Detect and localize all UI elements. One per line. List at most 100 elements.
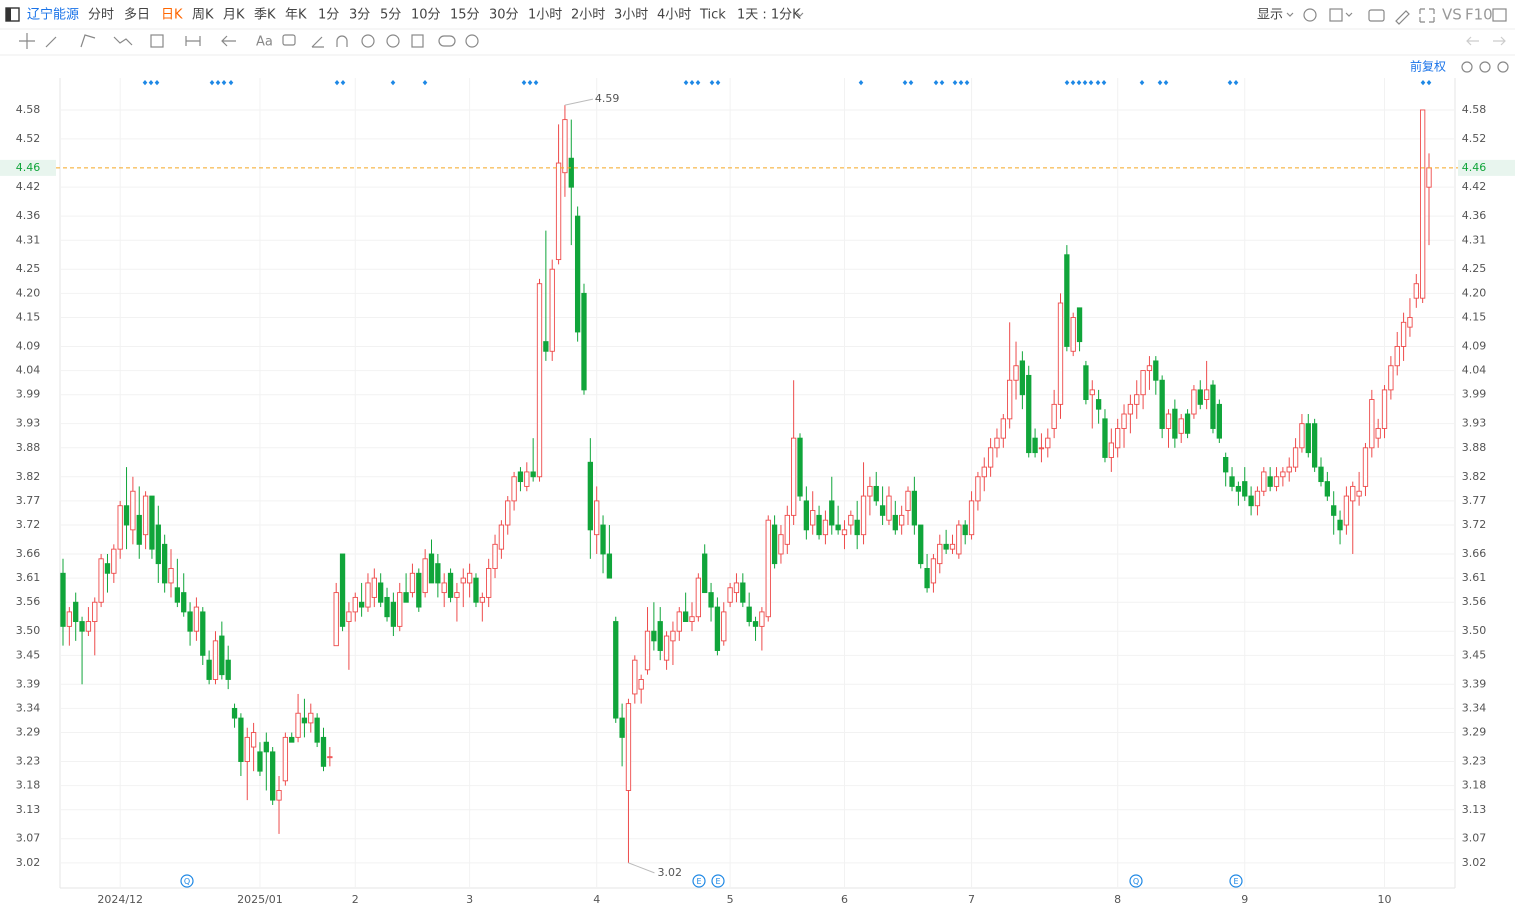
news-marker[interactable] — [1064, 80, 1070, 86]
news-marker[interactable] — [1082, 80, 1088, 86]
period-tab[interactable]: 日K — [161, 8, 183, 23]
news-marker[interactable] — [215, 80, 221, 86]
news-marker[interactable] — [154, 80, 160, 86]
period-tab[interactable]: 5分 — [380, 8, 401, 23]
ray-tool[interactable] — [80, 34, 96, 48]
news-marker[interactable] — [939, 80, 945, 86]
news-marker[interactable] — [1163, 80, 1169, 86]
stock-name[interactable]: 辽宁能源 — [27, 7, 79, 23]
period-tab[interactable]: 15分 — [450, 8, 480, 23]
layout-icon[interactable] — [1329, 8, 1343, 22]
period-tab[interactable]: 1小时 — [528, 8, 562, 23]
event-badge[interactable] — [692, 874, 706, 888]
zoom-out[interactable] — [1479, 61, 1491, 73]
x-tick-label: 3 — [466, 893, 473, 906]
period-tab[interactable]: 3小时 — [614, 8, 648, 23]
news-marker[interactable] — [683, 80, 689, 86]
news-marker[interactable] — [964, 80, 970, 86]
hide-tool[interactable] — [386, 34, 400, 48]
news-marker[interactable] — [533, 80, 539, 86]
panel-toggle[interactable] — [1492, 8, 1507, 22]
news-marker[interactable] — [1233, 80, 1239, 86]
display-menu[interactable]: 显示 — [1257, 8, 1283, 23]
interval-select[interactable]: 1天 : 1分K — [737, 8, 801, 23]
period-tab[interactable]: 多日 — [124, 7, 150, 23]
news-marker[interactable] — [221, 80, 227, 86]
news-marker[interactable] — [148, 80, 154, 86]
delete-tool[interactable] — [411, 34, 424, 48]
f10-button[interactable]: F10 — [1465, 6, 1493, 24]
news-marker[interactable] — [1101, 80, 1107, 86]
news-marker[interactable] — [390, 80, 396, 86]
news-marker[interactable] — [228, 80, 234, 86]
period-tab[interactable]: Tick — [699, 8, 726, 23]
range-tool[interactable] — [185, 36, 201, 46]
period-tab[interactable]: 年K — [285, 8, 307, 23]
news-marker[interactable] — [209, 80, 215, 86]
news-marker[interactable] — [1227, 80, 1233, 86]
news-marker[interactable] — [1076, 80, 1082, 86]
news-marker[interactable] — [1157, 80, 1163, 86]
period-tab[interactable]: 分时 — [88, 8, 114, 23]
news-marker[interactable] — [521, 80, 527, 86]
fullscreen-icon[interactable] — [1419, 8, 1435, 23]
period-tab[interactable]: 季K — [254, 8, 276, 23]
event-badge[interactable] — [1229, 874, 1243, 888]
news-marker[interactable] — [715, 80, 721, 86]
news-marker[interactable] — [334, 80, 340, 86]
news-marker[interactable] — [858, 80, 864, 86]
news-marker[interactable] — [908, 80, 914, 86]
news-marker[interactable] — [695, 80, 701, 86]
event-badge[interactable] — [1129, 874, 1143, 888]
period-tab[interactable]: 月K — [223, 8, 245, 23]
draw-settings[interactable] — [465, 34, 479, 48]
move-tool[interactable] — [19, 33, 35, 49]
news-marker[interactable] — [142, 80, 148, 86]
news-marker[interactable] — [709, 80, 715, 86]
angle-tool[interactable] — [311, 36, 324, 48]
note-tool[interactable] — [282, 34, 296, 46]
magnet-tool[interactable] — [336, 35, 348, 47]
period-tab[interactable]: 3分 — [349, 8, 370, 23]
x-tick-label: 9 — [1241, 893, 1248, 906]
settings-icon[interactable] — [1303, 8, 1317, 22]
news-marker[interactable] — [958, 80, 964, 86]
news-marker[interactable] — [902, 80, 908, 86]
lock-tool[interactable] — [361, 34, 375, 48]
news-marker[interactable] — [1070, 80, 1076, 86]
news-marker[interactable] — [933, 80, 939, 86]
period-tab[interactable]: 30分 — [489, 8, 519, 23]
screenshot-icon[interactable] — [1368, 9, 1385, 22]
line-tool[interactable] — [45, 36, 57, 48]
period-tab[interactable]: 1分 — [318, 8, 339, 23]
news-marker[interactable] — [527, 80, 533, 86]
news-marker[interactable] — [952, 80, 958, 86]
period-tab[interactable]: 10分 — [411, 8, 441, 23]
arrow-tool[interactable] — [221, 35, 236, 47]
y-tick-label-right: 3.77 — [1462, 494, 1487, 507]
news-marker[interactable] — [1095, 80, 1101, 86]
redo[interactable] — [1493, 36, 1506, 46]
vs-button[interactable]: VS — [1442, 6, 1462, 24]
text-tool[interactable]: Aa — [256, 35, 273, 50]
reset-icon[interactable] — [1461, 61, 1473, 73]
adjust-mode[interactable]: 前复权 — [1410, 59, 1446, 74]
wave-tool[interactable] — [113, 36, 133, 46]
period-tab[interactable]: 周K — [192, 8, 214, 23]
zoom-in[interactable] — [1497, 61, 1509, 73]
event-badge[interactable] — [711, 874, 725, 888]
news-marker[interactable] — [1420, 80, 1426, 86]
news-marker[interactable] — [422, 80, 428, 86]
news-marker[interactable] — [1088, 80, 1094, 86]
draw-icon[interactable] — [1395, 10, 1410, 25]
event-badge[interactable] — [180, 874, 194, 888]
compare-tool[interactable] — [438, 35, 456, 47]
news-marker[interactable] — [689, 80, 695, 86]
news-marker[interactable] — [1139, 80, 1145, 86]
period-tab[interactable]: 4小时 — [657, 8, 691, 23]
news-marker[interactable] — [1426, 80, 1432, 86]
undo[interactable] — [1466, 36, 1479, 46]
period-tab[interactable]: 2小时 — [571, 8, 605, 23]
measure-tool[interactable] — [150, 34, 164, 48]
news-marker[interactable] — [340, 80, 346, 86]
